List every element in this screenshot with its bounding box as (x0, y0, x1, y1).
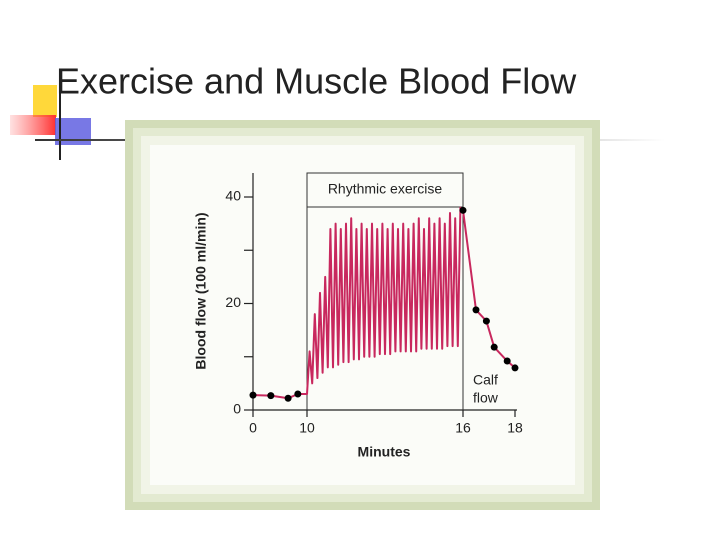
flow-point (482, 317, 490, 325)
y-axis-label: Blood flow (100 ml/min) (193, 212, 209, 369)
flow-point (294, 390, 302, 398)
flow-point (503, 357, 511, 365)
x-tick-label: 0 (249, 420, 257, 436)
flow-point (267, 392, 275, 400)
plot: 0 20 40 0 10 16 18 Minutes Blood flow (100 ml/mi… (193, 172, 523, 460)
calf-label: flow (473, 390, 499, 406)
y-tick-label: 40 (225, 188, 241, 204)
x-axis-label: Minutes (358, 444, 411, 460)
exercise-label: Rhythmic exercise (328, 181, 443, 197)
flow-point (490, 343, 498, 351)
flow-point (284, 394, 292, 402)
flow-point (472, 306, 480, 314)
y-tick-label: 20 (225, 294, 241, 310)
flow-point (511, 364, 519, 372)
flow-point (249, 391, 257, 399)
x-tick-label: 10 (299, 420, 315, 436)
exercise-box (306, 172, 464, 208)
flow-line (252, 206, 516, 400)
flow-point (459, 206, 467, 214)
x-tick-label: 16 (455, 420, 471, 436)
y-tick-label: 0 (233, 401, 241, 417)
x-tick-label: 18 (507, 420, 523, 436)
calf-label: Calf (473, 372, 498, 388)
slide-title: Exercise and Muscle Blood Flow (56, 61, 577, 102)
